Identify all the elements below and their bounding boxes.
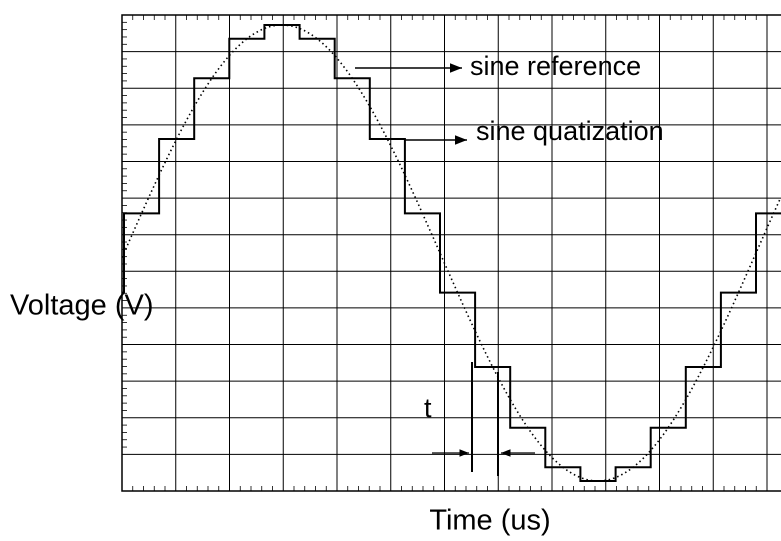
grid — [122, 15, 781, 491]
plot-frame — [121, 14, 781, 492]
annotation: sine reference — [470, 51, 641, 81]
annotation: t — [424, 393, 432, 423]
y-axis-label: Voltage (V) — [10, 290, 153, 322]
annotation: sine quatization — [476, 116, 664, 146]
quantized-curve — [122, 24, 781, 482]
sine-reference-curve — [121, 24, 781, 482]
x-axis-label: Time (us) — [429, 505, 550, 537]
